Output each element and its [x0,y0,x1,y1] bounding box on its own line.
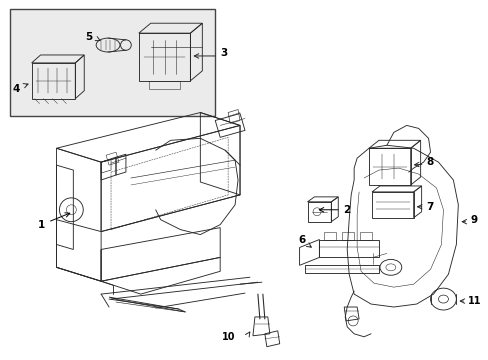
Text: 1: 1 [38,213,70,230]
Text: 11: 11 [468,296,481,306]
Text: 6: 6 [297,234,305,244]
Text: 5: 5 [85,32,93,42]
Text: 2: 2 [319,205,350,215]
Text: 7: 7 [426,202,433,212]
Text: 10: 10 [221,332,235,342]
Text: 8: 8 [426,157,433,167]
Text: 9: 9 [469,215,476,225]
Text: 3: 3 [220,48,227,58]
Bar [10,9,215,116]
Text: 4: 4 [12,84,20,94]
